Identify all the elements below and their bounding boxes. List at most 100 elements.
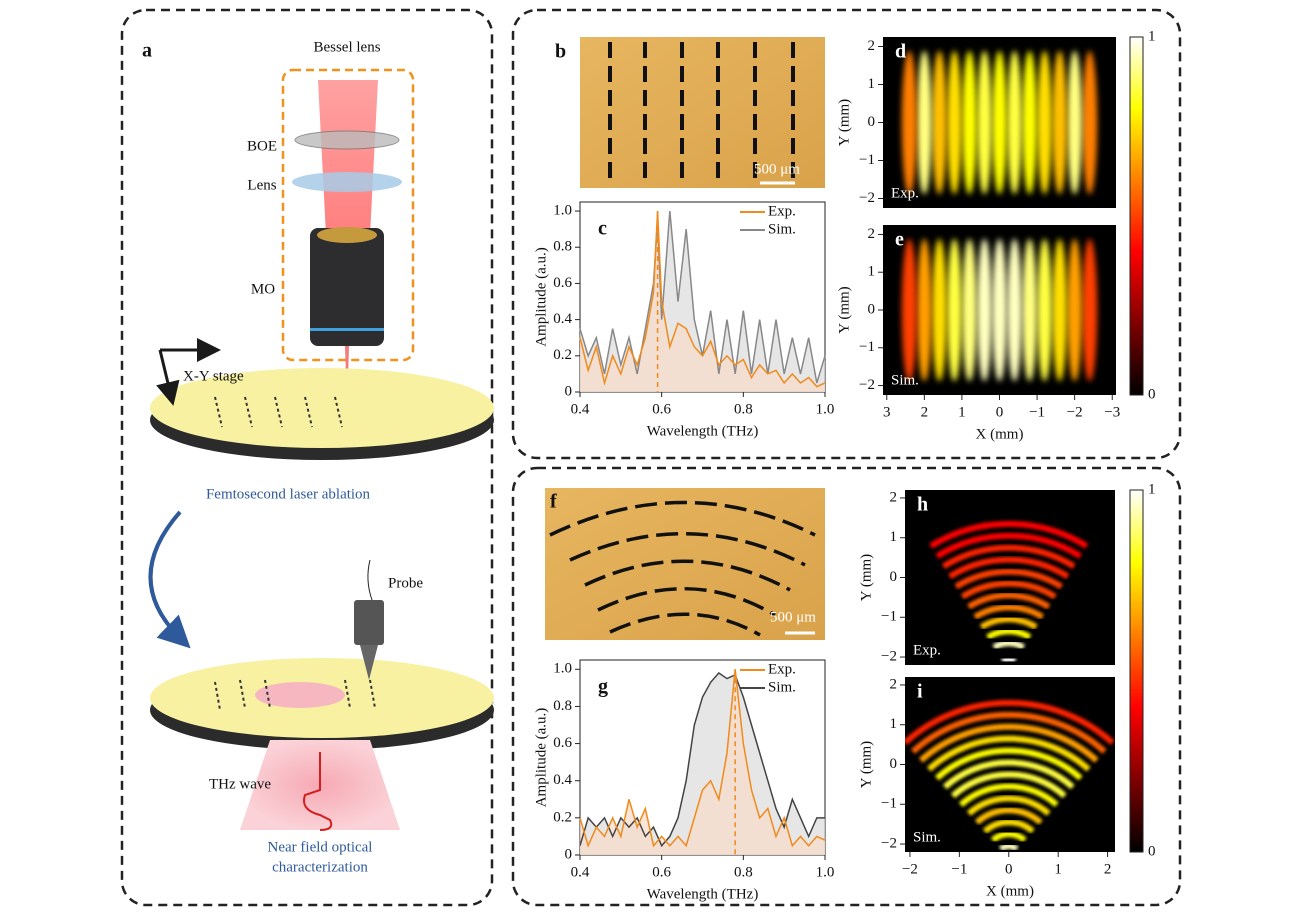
- y-tick-label: 0.2: [553, 809, 572, 825]
- x-tick-label: −3: [1104, 404, 1120, 420]
- fringe: [947, 239, 962, 382]
- y-tick-label: 0: [565, 383, 573, 399]
- label: characterization: [272, 859, 368, 875]
- x-tick-label: 3: [883, 404, 891, 420]
- corner-label: Exp.: [913, 642, 941, 658]
- colorbar-label: 0: [1148, 843, 1156, 859]
- y-axis-title: Amplitude (a.u.): [533, 708, 549, 808]
- legend-label: Sim.: [768, 679, 796, 695]
- label: Near field optical: [268, 839, 373, 855]
- y-tick-label: 0: [565, 846, 573, 862]
- fringe: [1022, 51, 1037, 195]
- fringe: [902, 51, 917, 195]
- corner-label: Sim.: [913, 829, 941, 845]
- label: Probe: [388, 575, 423, 591]
- x-tick-label: 0: [1005, 861, 1013, 877]
- panel-letter: h: [917, 494, 928, 516]
- panel-letter: i: [917, 681, 923, 703]
- y-tick-label: 2: [890, 489, 898, 505]
- corner-label: Sim.: [891, 372, 919, 388]
- boe: [295, 131, 399, 149]
- ring: [1001, 846, 1017, 849]
- y-tick-label: 0.2: [553, 347, 572, 363]
- colorbar-label: 0: [1148, 386, 1156, 402]
- label: X-Y stage: [183, 368, 244, 384]
- heatmap-bg: [905, 490, 1115, 665]
- scale-label: 500 μm: [754, 161, 800, 177]
- label: THz wave: [209, 776, 271, 792]
- legend-label: Exp.: [768, 661, 796, 677]
- fringe: [962, 239, 977, 382]
- fringe: [947, 51, 962, 195]
- x-tick-label: −1: [951, 861, 967, 877]
- x-tick-label: 0.6: [652, 864, 671, 880]
- x-tick-label: 1.0: [816, 401, 835, 417]
- y-tick-label: −1: [881, 796, 897, 812]
- x-axis-title: X (mm): [976, 426, 1024, 442]
- x-tick-label: 1.0: [816, 864, 835, 880]
- panel-letter: c: [598, 218, 607, 240]
- x-tick-label: 0.4: [571, 401, 590, 417]
- y-axis-title: Y (mm): [858, 741, 874, 788]
- x-tick-label: −2: [1067, 404, 1083, 420]
- label: Lens: [247, 177, 276, 193]
- fringe: [1067, 239, 1082, 382]
- x-tick-label: 2: [1104, 861, 1112, 877]
- label: MO: [251, 281, 275, 297]
- y-tick-label: 0.8: [553, 239, 572, 255]
- x-tick-label: 0: [996, 404, 1004, 420]
- x-tick-label: 0.6: [652, 401, 671, 417]
- y-tick-label: 1: [890, 716, 898, 732]
- y-tick-label: −1: [859, 152, 875, 168]
- y-tick-label: 0.4: [553, 311, 572, 327]
- y-tick-label: −2: [859, 190, 875, 206]
- x-axis-title: Wavelength (THz): [647, 423, 759, 439]
- y-tick-label: −2: [881, 648, 897, 664]
- fringe: [902, 239, 917, 382]
- x-tick-label: −2: [902, 861, 918, 877]
- y-axis-title: Amplitude (a.u.): [533, 247, 549, 347]
- beam: [318, 80, 378, 235]
- y-tick-label: 0: [890, 756, 898, 772]
- ring: [1002, 659, 1015, 661]
- x-axis-title: X (mm): [986, 883, 1034, 899]
- y-axis-title: Y (mm): [836, 99, 852, 146]
- fringe: [1007, 51, 1022, 195]
- y-tick-label: −1: [859, 339, 875, 355]
- panel-letter: a: [142, 40, 152, 62]
- panel-letter: f: [550, 491, 557, 513]
- x-tick-label: 1: [1054, 861, 1062, 877]
- y-tick-label: 0: [868, 301, 876, 317]
- figure: a Bessel lens BOE Lens MO X-Y stage Femt…: [0, 0, 1291, 912]
- y-tick-label: −1: [881, 609, 897, 625]
- y-tick-label: 1: [868, 264, 876, 280]
- colorbar-label: 1: [1148, 28, 1156, 44]
- y-tick-label: 1.0: [553, 202, 572, 218]
- fringe: [1082, 51, 1097, 195]
- fringe: [917, 51, 932, 195]
- label: Bessel lens: [313, 39, 380, 55]
- x-tick-label: 0.8: [734, 864, 753, 880]
- y-tick-label: 1.0: [553, 661, 572, 677]
- fringe: [992, 51, 1007, 195]
- y-tick-label: −2: [881, 835, 897, 851]
- corner-label: Exp.: [891, 185, 919, 201]
- flow-arrow: [150, 512, 182, 640]
- x-tick-label: 0.8: [734, 401, 753, 417]
- colorbar: [1130, 490, 1143, 852]
- fringe: [1052, 51, 1067, 195]
- fringe: [977, 239, 992, 382]
- fringe: [932, 239, 947, 382]
- fringe: [1037, 239, 1052, 382]
- probe: [354, 600, 384, 645]
- x-tick-label: 0.4: [571, 864, 590, 880]
- y-tick-label: 0: [890, 569, 898, 585]
- fringe: [962, 51, 977, 195]
- panel-letter: g: [598, 676, 608, 698]
- objective-top: [317, 227, 377, 243]
- colorbar-label: 1: [1148, 481, 1156, 497]
- y-tick-label: 0: [868, 114, 876, 130]
- colorbar: [1130, 37, 1143, 395]
- y-axis-title: Y (mm): [858, 554, 874, 601]
- x-tick-label: 2: [921, 404, 929, 420]
